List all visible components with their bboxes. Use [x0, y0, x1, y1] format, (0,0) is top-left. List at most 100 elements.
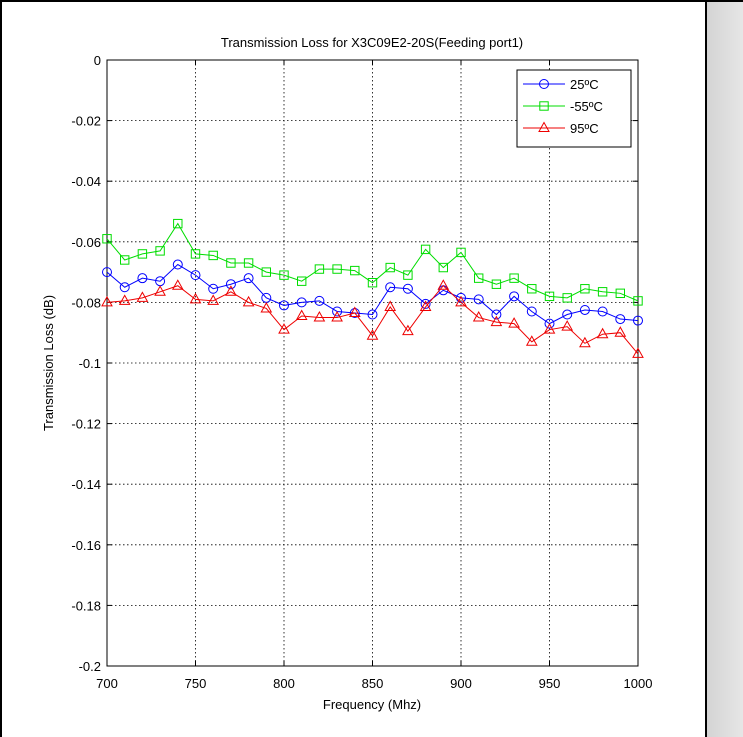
- data-point-square: [137, 249, 148, 259]
- data-point-triangle: [118, 294, 131, 305]
- data-point-square: [633, 296, 643, 306]
- data-point-triangle: [543, 323, 556, 334]
- data-point-square: [385, 262, 395, 273]
- x-tick-label: 1000: [624, 676, 653, 691]
- y-tick-label: -0.06: [71, 235, 101, 250]
- data-point-circle: [190, 270, 201, 281]
- data-point-triangle: [331, 311, 343, 322]
- data-point-circle: [402, 283, 413, 294]
- data-point-circle: [420, 298, 431, 309]
- data-point-circle: [367, 309, 378, 320]
- data-point-triangle: [225, 285, 237, 296]
- data-point-triangle: [101, 295, 113, 307]
- data-point-circle: [296, 297, 307, 308]
- plot-frame: [106, 59, 639, 667]
- data-point-triangle: [384, 300, 397, 311]
- y-tick-label: -0.2: [79, 659, 101, 674]
- data-point-circle: [385, 282, 396, 293]
- data-point-circle: [491, 309, 502, 320]
- side-panel: [707, 2, 743, 737]
- data-point-triangle: [472, 311, 485, 322]
- legend-label: -55ºC: [570, 99, 603, 114]
- data-point-circle: [633, 315, 643, 326]
- y-tick-label: 0: [94, 53, 101, 68]
- x-tick-label: 950: [539, 676, 561, 691]
- x-axis-label: Frequency (Mhz): [323, 697, 421, 712]
- data-point-circle: [597, 306, 608, 317]
- data-point-triangle: [579, 336, 591, 348]
- series-line: [106, 285, 639, 355]
- data-point-circle: [225, 279, 236, 290]
- data-point-triangle: [260, 301, 273, 313]
- data-point-triangle: [348, 306, 361, 318]
- data-point-triangle: [242, 295, 255, 307]
- data-point-triangle: [136, 291, 149, 302]
- y-tick-label: -0.04: [71, 174, 101, 189]
- x-tick-label: 900: [450, 676, 472, 691]
- data-point-square: [509, 273, 519, 283]
- data-point-triangle: [525, 335, 538, 346]
- data-point-square: [562, 293, 572, 303]
- data-point-square: [332, 264, 342, 274]
- legend-item: 95ºC: [523, 121, 599, 136]
- data-point-triangle: [313, 311, 326, 322]
- data-point-square: [597, 287, 608, 297]
- data-point-triangle: [419, 300, 432, 311]
- y-tick-label: -0.1: [79, 356, 101, 371]
- x-tick-labels: 700 750 800 850 900 950 1000: [96, 676, 652, 691]
- data-point-square: [539, 101, 549, 111]
- data-point-square: [615, 288, 625, 299]
- y-tick-label: -0.14: [71, 477, 101, 492]
- series-line: [106, 222, 639, 302]
- data-point-triangle: [437, 279, 450, 290]
- data-point-triangle: [561, 320, 574, 331]
- side-panel-divider: [705, 2, 707, 737]
- data-point-triangle: [490, 315, 503, 327]
- data-point-circle: [332, 306, 343, 317]
- series-triangle: [101, 279, 644, 358]
- data-point-square: [420, 244, 431, 255]
- data-point-circle: [473, 294, 484, 305]
- x-tick-label: 800: [273, 676, 295, 691]
- data-point-triangle: [614, 326, 627, 337]
- data-point-square: [544, 291, 555, 302]
- legend-item: -55ºC: [523, 99, 603, 114]
- series-layer: [101, 218, 644, 358]
- data-point-square: [190, 249, 201, 259]
- data-point-triangle: [402, 324, 414, 336]
- data-point-triangle: [278, 323, 290, 334]
- data-point-square: [261, 267, 272, 277]
- data-point-square: [491, 279, 502, 289]
- data-point-circle: [208, 283, 219, 294]
- data-point-triangle: [171, 279, 184, 290]
- data-point-triangle: [632, 347, 644, 358]
- page-border-left: [0, 0, 2, 737]
- data-point-circle: [562, 309, 573, 320]
- y-tick-label: -0.02: [71, 114, 101, 129]
- data-point-square: [580, 284, 590, 294]
- data-point-square: [456, 247, 466, 258]
- data-point-circle: [579, 304, 590, 315]
- data-point-square: [279, 270, 289, 280]
- data-point-circle: [509, 291, 520, 302]
- y-tick-label: -0.16: [71, 538, 101, 553]
- data-point-square: [208, 250, 218, 261]
- data-point-triangle: [538, 121, 550, 132]
- legend-label: 95ºC: [570, 121, 599, 136]
- data-point-square: [173, 218, 183, 229]
- data-point-circle: [615, 314, 626, 325]
- data-point-circle: [544, 318, 555, 329]
- legend-label: 25ºC: [570, 77, 599, 92]
- legend: 25ºC -55ºC 95ºC: [516, 69, 632, 148]
- y-tick-labels: 0 -0.02 -0.04 -0.06 -0.08 -0.1 -0.12 -0.14 -0.16…: [71, 53, 101, 674]
- data-point-circle: [279, 300, 289, 311]
- data-point-triangle: [295, 309, 308, 321]
- data-point-circle: [314, 295, 325, 306]
- data-point-triangle: [154, 285, 166, 296]
- data-point-circle: [243, 273, 254, 284]
- data-point-triangle: [366, 329, 379, 340]
- data-point-circle: [102, 267, 112, 278]
- data-point-circle: [539, 79, 549, 89]
- data-point-square: [226, 258, 236, 268]
- data-point-circle: [172, 259, 183, 270]
